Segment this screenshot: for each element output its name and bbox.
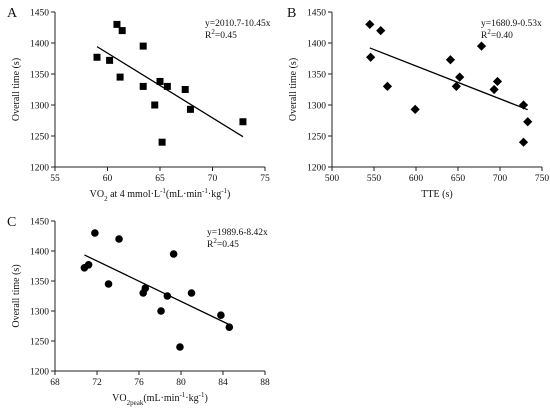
data-point-square <box>181 86 189 93</box>
data-point-diamond <box>410 104 420 114</box>
data-point-diamond <box>523 117 533 127</box>
panel-label: B <box>287 6 296 21</box>
data-point-diamond <box>476 41 487 51</box>
data-point-diamond <box>455 72 465 82</box>
x-tick-label: 68 <box>50 378 60 388</box>
data-point-circle <box>187 289 196 297</box>
data-point-square <box>151 101 159 109</box>
x-axis-title: VO2 at 4 mmol·L-1(mL·min-1·kg-1) <box>90 187 231 203</box>
trend-line <box>84 254 230 326</box>
x-tick-label: 88 <box>260 378 270 388</box>
y-tick-label: 1400 <box>30 40 49 50</box>
data-point-diamond <box>492 76 503 87</box>
x-tick-label: 700 <box>493 174 508 184</box>
y-axis-title: Overall time (s) <box>288 58 299 121</box>
y-tick-label: 1350 <box>30 278 49 288</box>
regression-equation: y=2010.7-10.45x <box>205 19 271 29</box>
panel-label: C <box>7 215 16 230</box>
x-tick-label: 65 <box>155 174 165 184</box>
data-point-square <box>156 77 164 85</box>
data-point-square <box>116 73 124 81</box>
data-point-diamond <box>518 137 529 147</box>
x-tick-label: 600 <box>409 174 424 184</box>
data-point-square <box>118 27 126 35</box>
data-point-diamond <box>489 84 499 95</box>
data-point-square <box>93 53 101 61</box>
x-axis-title: VO2peak(mL·min-1·kg-1) <box>112 391 208 407</box>
data-point-circle <box>169 250 178 258</box>
panel-label: A <box>7 6 18 21</box>
y-tick-label: 1450 <box>30 218 49 228</box>
regression-equation: y=1989.6-8.42x <box>207 228 268 238</box>
x-tick-label: 750 <box>535 174 550 184</box>
y-tick-label: 1300 <box>30 308 49 318</box>
y-tick-label: 1200 <box>30 164 49 174</box>
y-tick-label: 1250 <box>30 338 49 348</box>
data-point-square <box>139 42 147 50</box>
x-tick-label: 72 <box>92 378 102 388</box>
data-point-circle <box>91 229 99 237</box>
data-point-circle <box>84 261 93 269</box>
r-squared-label: R2=0.40 <box>481 28 513 41</box>
y-tick-label: 1250 <box>307 133 326 143</box>
x-tick-label: 60 <box>103 174 113 184</box>
data-point-diamond <box>365 19 375 29</box>
trend-line <box>96 46 244 138</box>
y-axis-title: Overall time (s) <box>11 58 22 121</box>
data-point-square <box>158 138 166 146</box>
y-tick-label: 1250 <box>30 133 49 143</box>
x-tick-label: 80 <box>176 378 186 388</box>
y-tick-label: 1300 <box>307 102 326 112</box>
data-point-circle <box>176 343 184 351</box>
y-tick-label: 1200 <box>307 164 326 174</box>
data-point-diamond <box>376 26 386 36</box>
x-tick-label: 500 <box>325 174 340 184</box>
data-point-circle <box>115 235 123 243</box>
data-point-square <box>113 20 121 28</box>
regression-equation: y=1680.9-0.53x <box>481 19 542 29</box>
data-point-square <box>163 82 171 90</box>
r-squared-label: R2=0.45 <box>207 237 239 250</box>
y-tick-label: 1450 <box>307 9 326 19</box>
x-tick-label: 76 <box>134 378 144 388</box>
data-point-diamond <box>518 100 529 110</box>
panel-c: C y=1989.6-8.42x 1200 1250 1300 1350 1400 145… <box>7 215 270 407</box>
panel-b: B y=1680.9-0.53x 1200 1250 1300 1350 1400 145… <box>287 6 549 200</box>
data-point-diamond <box>366 52 376 62</box>
x-tick-label: 550 <box>367 174 382 184</box>
data-point-circle <box>157 307 165 315</box>
x-tick-label: 75 <box>260 174 270 184</box>
x-tick-label: 55 <box>50 174 60 184</box>
y-tick-label: 1300 <box>30 102 49 112</box>
y-tick-label: 1450 <box>30 9 49 19</box>
data-point-circle <box>225 323 234 332</box>
y-tick-label: 1350 <box>30 71 49 81</box>
data-point-diamond <box>382 81 393 91</box>
panel-a: A y=2010.7-10.45x 1200 1250 1300 1350 1400 14… <box>7 6 271 203</box>
data-point-square <box>186 105 194 113</box>
trend-line <box>369 47 528 111</box>
x-tick-label: 84 <box>218 378 228 388</box>
y-tick-label: 1400 <box>307 40 326 50</box>
data-point-circle <box>104 280 113 288</box>
x-axis-title: TTE (s) <box>421 189 452 200</box>
data-point-circle <box>141 284 150 293</box>
y-axis-title: Overall time (s) <box>11 264 22 327</box>
r-squared-label: R2=0.45 <box>205 28 237 41</box>
y-tick-label: 1200 <box>30 368 49 378</box>
data-point-square <box>139 82 147 90</box>
x-tick-label: 650 <box>451 174 466 184</box>
data-point-square <box>106 56 114 64</box>
data-point-square <box>239 118 247 126</box>
y-tick-label: 1400 <box>30 248 49 258</box>
x-tick-label: 70 <box>208 174 218 184</box>
data-point-diamond <box>451 81 461 91</box>
data-point-circle <box>217 311 225 320</box>
y-tick-label: 1350 <box>307 71 326 81</box>
data-point-diamond <box>445 55 456 65</box>
data-point-circle <box>163 292 172 300</box>
